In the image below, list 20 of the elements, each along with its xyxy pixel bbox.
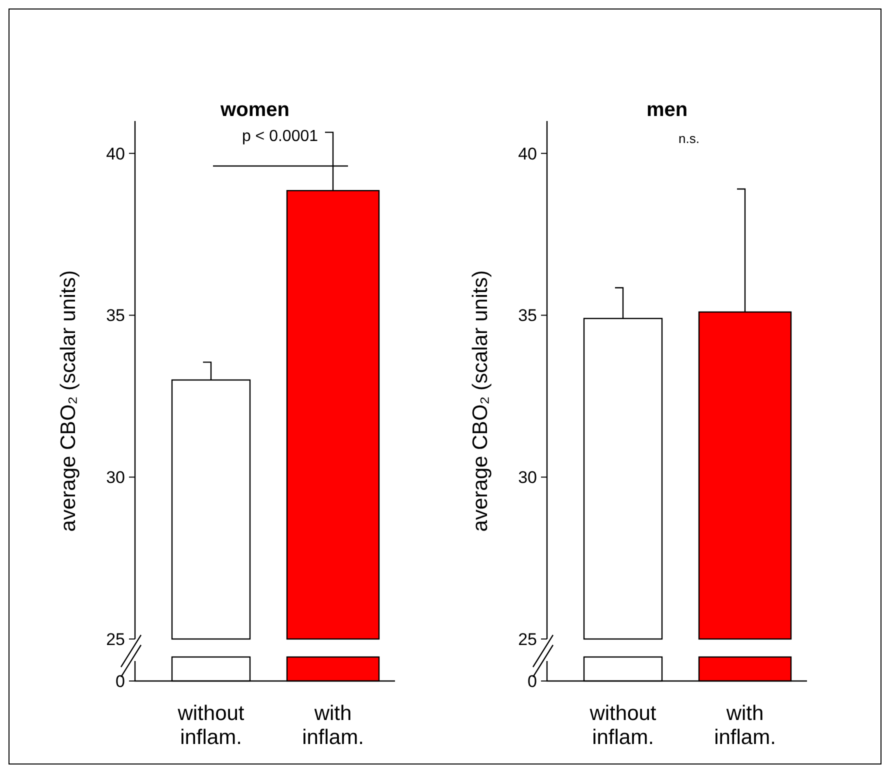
- text: 0: [528, 672, 537, 691]
- chart-title: women: [220, 99, 290, 121]
- y-tick-label: 25: [106, 630, 125, 649]
- y-tick-label: 40: [518, 144, 537, 164]
- y-axis-title: average CBO₂ (scalar units): [469, 270, 492, 532]
- y-tick-label: 30: [106, 468, 125, 488]
- y-tick-label: 30: [518, 468, 537, 488]
- chart-title: men: [646, 99, 688, 121]
- x-tick-label: with inflam.: [714, 702, 776, 749]
- y-tick-label: 35: [106, 306, 125, 326]
- y-axis-title: average CBO₂ (scalar units): [57, 270, 80, 532]
- annotation: n.s.: [678, 131, 700, 146]
- y-tick-label: 35: [518, 306, 537, 326]
- x-tick-label: without inflam.: [176, 702, 244, 749]
- y-tick-label: 40: [106, 144, 125, 164]
- x-tick-label: with inflam.: [302, 702, 364, 749]
- text: 0: [116, 672, 125, 691]
- x-tick-label: without inflam.: [588, 702, 656, 749]
- annotation: p < 0.0001: [242, 128, 318, 145]
- y-tick-label: 25: [518, 630, 537, 649]
